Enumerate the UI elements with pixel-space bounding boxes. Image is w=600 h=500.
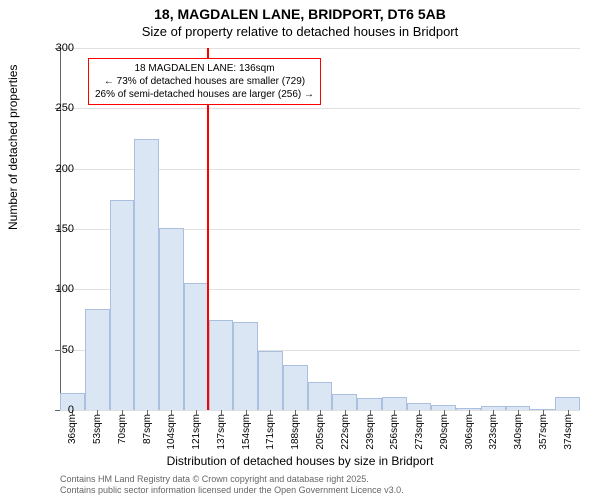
x-tick-label: 374sqm — [563, 414, 574, 450]
x-tick-label: 222sqm — [340, 414, 351, 450]
histogram-bar — [209, 320, 234, 411]
y-tick-label: 250 — [34, 102, 74, 114]
y-tick-label: 200 — [34, 163, 74, 175]
annotation-line: 18 MAGDALEN LANE: 136sqm — [95, 62, 314, 75]
attribution-line2: Contains public sector information licen… — [60, 485, 404, 496]
annotation-line: 26% of semi-detached houses are larger (… — [95, 88, 314, 101]
attribution-line1: Contains HM Land Registry data © Crown c… — [60, 474, 404, 485]
x-tick-label: 87sqm — [142, 414, 153, 444]
histogram-bar — [357, 398, 382, 410]
histogram-bar — [283, 365, 308, 410]
y-tick-label: 0 — [34, 404, 74, 416]
histogram-bar — [110, 200, 135, 410]
histogram-bar — [184, 283, 209, 410]
x-tick-label: 357sqm — [538, 414, 549, 450]
histogram-bar — [332, 394, 357, 410]
histogram-bar — [258, 351, 283, 410]
y-axis-label: Number of detached properties — [6, 65, 20, 230]
gridline — [60, 48, 580, 49]
x-tick-label: 205sqm — [315, 414, 326, 450]
x-tick-label: 137sqm — [216, 414, 227, 450]
plot-area: 36sqm53sqm70sqm87sqm104sqm121sqm137sqm15… — [60, 48, 580, 410]
histogram-chart: 18, MAGDALEN LANE, BRIDPORT, DT6 5AB Siz… — [0, 0, 600, 500]
annotation-line: ← 73% of detached houses are smaller (72… — [95, 75, 314, 88]
annotation-box: 18 MAGDALEN LANE: 136sqm← 73% of detache… — [88, 58, 321, 105]
gridline — [60, 108, 580, 109]
y-tick-label: 300 — [34, 42, 74, 54]
x-tick-label: 171sqm — [265, 414, 276, 450]
chart-title-block: 18, MAGDALEN LANE, BRIDPORT, DT6 5AB Siz… — [0, 0, 600, 39]
y-tick-label: 150 — [34, 223, 74, 235]
x-tick-label: 36sqm — [67, 414, 78, 444]
x-tick-label: 121sqm — [191, 414, 202, 450]
histogram-bar — [159, 228, 184, 410]
x-tick-label: 104sqm — [166, 414, 177, 450]
x-tick-label: 70sqm — [117, 414, 128, 444]
histogram-bar — [382, 397, 407, 410]
x-tick-label: 290sqm — [439, 414, 450, 450]
x-tick-label: 323sqm — [488, 414, 499, 450]
histogram-bar — [555, 397, 580, 410]
x-tick-label: 256sqm — [389, 414, 400, 450]
histogram-bar — [85, 309, 110, 410]
x-tick-label: 239sqm — [365, 414, 376, 450]
x-tick-label: 340sqm — [513, 414, 524, 450]
chart-title-sub: Size of property relative to detached ho… — [0, 24, 600, 39]
x-tick-label: 273sqm — [414, 414, 425, 450]
x-tick-label: 188sqm — [290, 414, 301, 450]
y-tick-label: 100 — [34, 283, 74, 295]
histogram-bar — [407, 403, 432, 410]
histogram-bar — [233, 322, 258, 410]
attribution-text: Contains HM Land Registry data © Crown c… — [60, 474, 404, 496]
x-tick-label: 53sqm — [92, 414, 103, 444]
histogram-bar — [134, 139, 159, 411]
y-tick-label: 50 — [34, 344, 74, 356]
x-tick-label: 306sqm — [464, 414, 475, 450]
chart-title-main: 18, MAGDALEN LANE, BRIDPORT, DT6 5AB — [0, 6, 600, 22]
x-axis-label: Distribution of detached houses by size … — [0, 454, 600, 468]
histogram-bar — [308, 382, 333, 410]
x-tick-label: 154sqm — [241, 414, 252, 450]
